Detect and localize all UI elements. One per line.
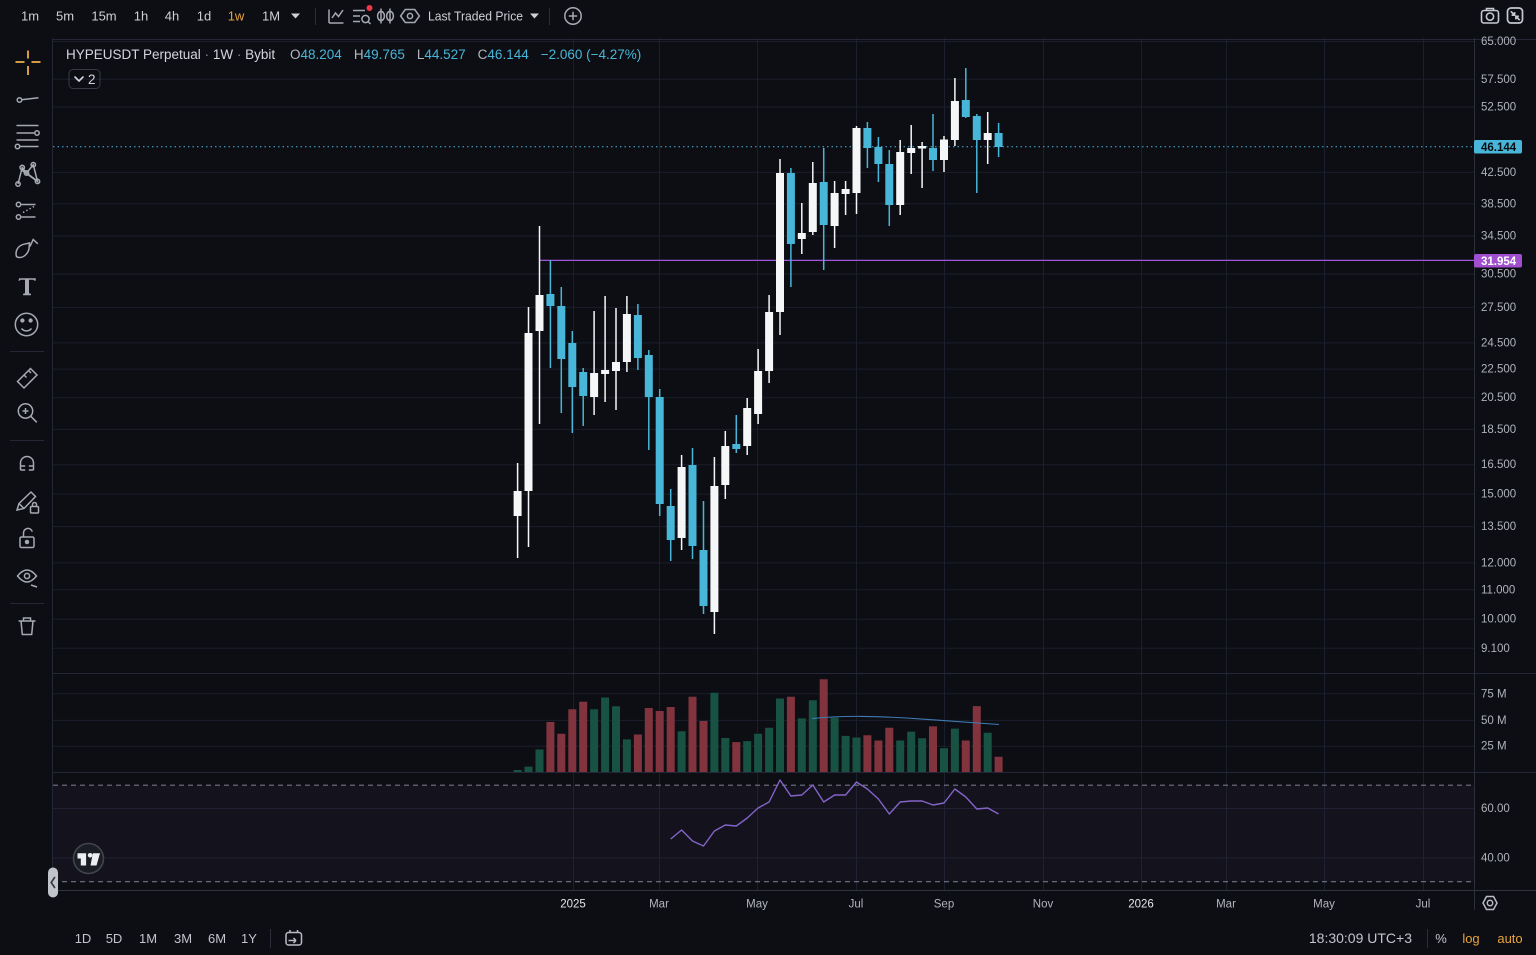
svg-text:10.000: 10.000 [1481,614,1516,626]
svg-text:42.500: 42.500 [1481,167,1516,179]
svg-text:1M: 1M [139,931,157,946]
svg-text:5D: 5D [106,931,123,946]
svg-text:24.500: 24.500 [1481,337,1516,349]
svg-text:34.500: 34.500 [1481,231,1516,243]
svg-text:30.500: 30.500 [1481,269,1516,281]
svg-text:9.100: 9.100 [1481,643,1510,655]
svg-text:65.000: 65.000 [1481,36,1516,48]
svg-text:auto: auto [1497,931,1522,946]
svg-text:2: 2 [88,72,96,87]
svg-text:38.500: 38.500 [1481,198,1516,210]
svg-text:Jul: Jul [849,899,864,911]
svg-text:13.500: 13.500 [1481,521,1516,533]
svg-text:12.000: 12.000 [1481,557,1516,569]
svg-text:57.500: 57.500 [1481,74,1516,86]
svg-text:Mar: Mar [649,899,669,911]
svg-text:50 M: 50 M [1481,715,1507,727]
svg-text:2026: 2026 [1128,899,1154,911]
svg-text:40.00: 40.00 [1481,852,1510,864]
svg-text:log: log [1462,931,1479,946]
svg-text:20.500: 20.500 [1481,392,1516,404]
svg-text:6M: 6M [208,931,226,946]
svg-text:25 M: 25 M [1481,741,1507,753]
svg-text:46.144: 46.144 [1481,142,1517,154]
svg-text:Jul: Jul [1416,899,1431,911]
svg-text:15.000: 15.000 [1481,489,1516,501]
svg-text:1d: 1d [197,9,211,24]
svg-text:22.500: 22.500 [1481,364,1516,376]
svg-text:52.500: 52.500 [1481,102,1516,114]
svg-text:1D: 1D [75,931,92,946]
svg-text:HYPEUSDT Perpetual · 1W · Bybi: HYPEUSDT Perpetual · 1W · Bybit [66,47,275,62]
svg-text:31.954: 31.954 [1481,256,1517,268]
svg-text:75 M: 75 M [1481,688,1507,700]
svg-text:Nov: Nov [1033,899,1054,911]
svg-text:5m: 5m [56,9,74,24]
svg-text:May: May [746,899,768,911]
svg-text:Mar: Mar [1216,899,1236,911]
svg-text:60.00: 60.00 [1481,803,1510,815]
svg-text:May: May [1313,899,1335,911]
svg-text:1w: 1w [228,9,245,24]
svg-text:27.500: 27.500 [1481,302,1516,314]
svg-text:Sep: Sep [934,899,954,911]
svg-text:4h: 4h [165,9,179,24]
svg-text:11.000: 11.000 [1481,584,1515,596]
svg-text:1M: 1M [262,9,280,24]
svg-text:2025: 2025 [560,899,586,911]
svg-text:18.500: 18.500 [1481,424,1516,436]
svg-text:15m: 15m [91,9,116,24]
svg-text:Last Traded Price: Last Traded Price [428,9,523,24]
svg-text:18:30:09 UTC+3: 18:30:09 UTC+3 [1309,930,1412,946]
svg-text:3M: 3M [174,931,192,946]
svg-text:1m: 1m [21,9,39,24]
svg-text:1h: 1h [134,9,148,24]
svg-text:1Y: 1Y [241,931,257,946]
svg-text:16.500: 16.500 [1481,459,1516,471]
svg-text:%: % [1435,931,1447,946]
